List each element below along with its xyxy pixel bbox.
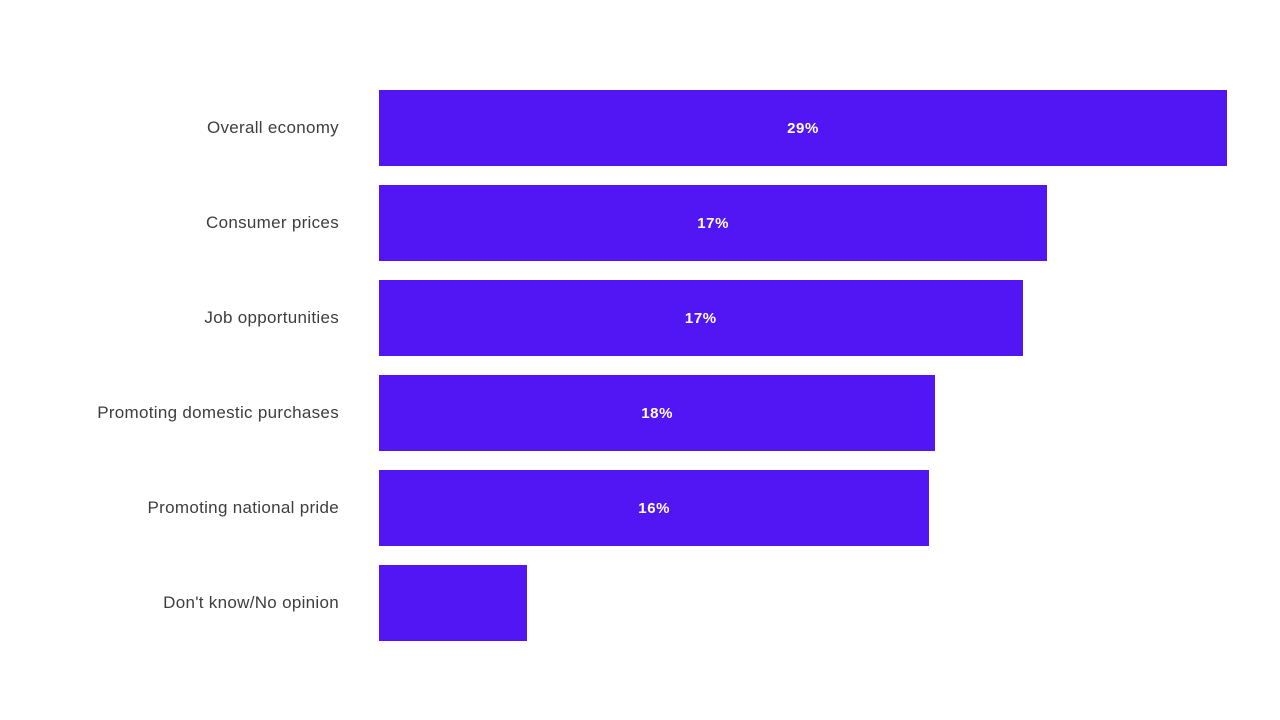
bar: 16% — [379, 470, 930, 546]
chart-row: Promoting domestic purchases 18% — [0, 375, 1227, 451]
horizontal-bar-chart: Overall economy 29% Consumer prices 17% … — [0, 90, 1227, 641]
chart-row: Promoting national pride 16% — [0, 470, 1227, 546]
bar: 17% — [379, 185, 1048, 261]
bar: 29% — [379, 90, 1227, 166]
bar: 18% — [379, 375, 936, 451]
category-label: Consumer prices — [206, 213, 339, 232]
bar-track: 17% — [379, 185, 1227, 261]
category-label: Overall economy — [206, 118, 339, 137]
bar-track: 29% — [379, 90, 1227, 166]
chart-row: Job opportunities 17% — [0, 280, 1227, 356]
bar-value-label: 18% — [641, 404, 674, 422]
bar-value-label: 17% — [697, 214, 730, 232]
bar-value-label: 29% — [787, 119, 819, 137]
bar-track: 18% — [379, 375, 1227, 451]
bar-value-label: 16% — [638, 499, 671, 517]
bar — [379, 565, 528, 641]
category-label: Job opportunities — [204, 308, 339, 327]
chart-row: Consumer prices 17% — [0, 185, 1227, 261]
bar-track: 16% — [379, 470, 1227, 546]
category-label: Promoting national pride — [147, 498, 339, 517]
category-label: Don't know/No opinion — [163, 593, 339, 612]
bar-track: 17% — [379, 280, 1227, 356]
chart-row: Overall economy 29% — [0, 90, 1227, 166]
bar-track — [379, 565, 1227, 641]
bar: 17% — [379, 280, 1023, 356]
category-label: Promoting domestic purchases — [97, 403, 339, 422]
bar-value-label: 17% — [684, 309, 717, 327]
chart-row: Don't know/No opinion — [0, 565, 1227, 641]
